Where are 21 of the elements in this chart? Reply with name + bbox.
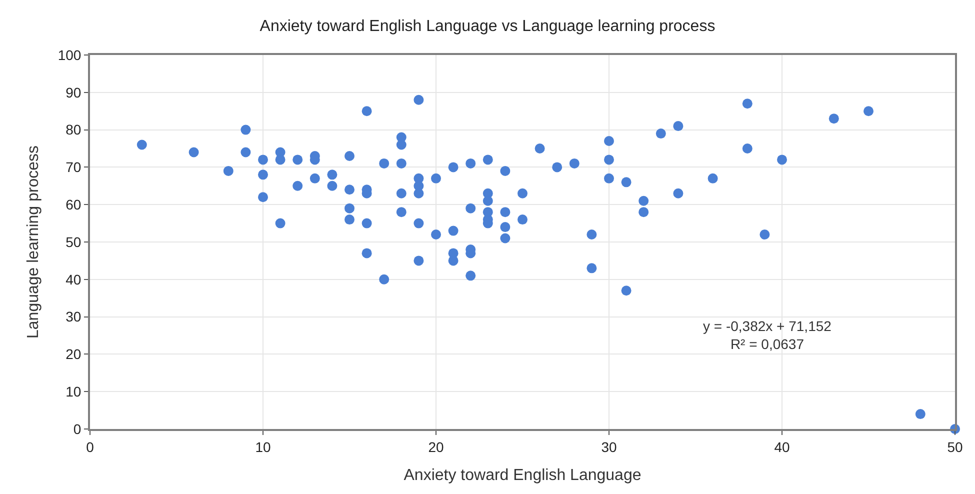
y-tick-label: 40	[66, 271, 82, 288]
y-axis-title: Language learning process	[25, 145, 42, 339]
y-tick-label: 70	[66, 159, 82, 176]
y-tick-label: 100	[58, 46, 82, 63]
x-axis-title: Anxiety toward English Language	[404, 467, 642, 484]
y-tick-label: 90	[66, 84, 82, 100]
x-tick-label: 10	[255, 438, 271, 455]
x-tick-label: 0	[86, 438, 94, 455]
y-tick-label: 10	[66, 384, 82, 400]
y-tick-label: 60	[66, 196, 82, 212]
x-tick-label: 50	[947, 438, 963, 455]
chart-title: Anxiety toward English Language vs Language learning process	[260, 18, 716, 35]
y-tick-label: 80	[66, 122, 82, 138]
x-tick-label: 20	[428, 438, 444, 455]
x-tick-label: 40	[774, 438, 790, 455]
y-tick-label: 30	[66, 308, 82, 325]
annotation: y = -0,382x + 71,152 R² = 0,0637	[703, 318, 832, 352]
y-tick-label: 0	[73, 420, 82, 437]
x-tick-label: 30	[601, 438, 617, 455]
y-tick-label: 50	[66, 234, 82, 250]
y-tick-label: 20	[66, 346, 82, 362]
